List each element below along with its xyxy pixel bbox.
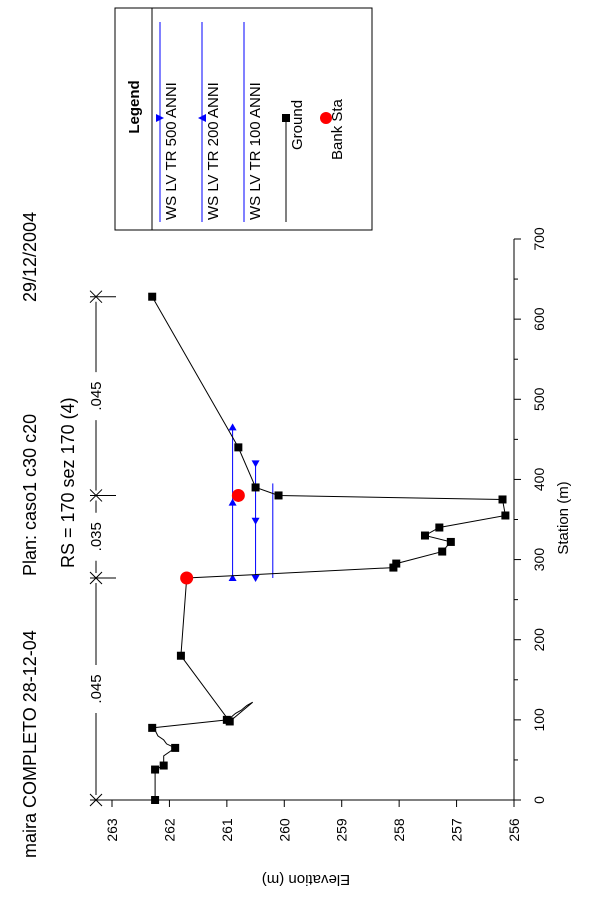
station-tick-label: 300 [531, 548, 547, 572]
water-surface-marker [228, 574, 237, 582]
water-surface-marker [228, 423, 237, 431]
station-tick-label: 400 [531, 468, 547, 492]
manning-n-arrow [89, 290, 103, 304]
manning-n-arrow [89, 793, 103, 807]
ground-point [148, 292, 157, 301]
legend-title: Legend [126, 80, 143, 133]
y-axis-label: Elevation (m) [262, 871, 350, 888]
legend-entry-label: Ground [289, 100, 306, 150]
manning-n-label: .035 [88, 522, 105, 551]
ground-point [151, 765, 160, 774]
ground-point [274, 491, 283, 500]
ground-line [150, 296, 506, 800]
ground-point [435, 523, 444, 532]
ground-point [498, 495, 507, 504]
ground-point [148, 723, 157, 732]
plan-label: Plan: caso1 c30 c20 [20, 414, 40, 576]
ground-point [159, 761, 168, 770]
chart-header: maira COMPLETO 28-12-04 Plan: caso1 c30 … [20, 212, 78, 858]
elevation-tick-label: 258 [391, 818, 407, 842]
chart-title: maira COMPLETO 28-12-04 [20, 630, 40, 858]
legend-circle-icon [320, 112, 332, 124]
ground-point [225, 717, 234, 726]
ground-point [389, 563, 398, 572]
water-surface-marker [228, 498, 237, 506]
ground-point [392, 559, 401, 568]
elevation-tick-label: 260 [276, 818, 292, 842]
legend-entry-label: WS LV TR 100 ANNI [247, 82, 264, 220]
ground-point [420, 531, 429, 540]
station-tick-label: 200 [531, 628, 547, 652]
ground-point [501, 511, 510, 520]
elevation-tick-label: 259 [334, 818, 350, 842]
ground-point [171, 743, 180, 752]
legend-triangle-icon [156, 114, 164, 122]
ground-point [176, 651, 185, 660]
legend-square-icon [282, 114, 290, 122]
date-label: 29/12/2004 [20, 212, 40, 302]
chart-subtitle: RS = 170 sez 170 (4) [58, 397, 78, 568]
plot-area: 256 257 258 259 260 261 262 263 0 100 200 300 400 500… [88, 227, 547, 842]
legend-entry-label: WS LV TR 500 ANNI [163, 82, 180, 220]
water-surface-marker [251, 517, 260, 525]
ground-point [446, 537, 455, 546]
manning-n-arrow [89, 571, 103, 585]
station-tick-label: 600 [531, 307, 547, 331]
legend-triangle-icon [198, 114, 206, 122]
bank-station-point [180, 571, 194, 585]
legend-entry-label: WS LV TR 200 ANNI [205, 82, 222, 220]
elevation-tick-label: 262 [161, 818, 177, 842]
elevation-tick-label: 257 [449, 818, 465, 842]
ground-point [234, 443, 243, 452]
water-surface-marker [251, 575, 260, 583]
elevation-tick-label: 263 [104, 818, 120, 842]
manning-n-label: .045 [88, 674, 105, 703]
manning-n-label: .045 [88, 381, 105, 410]
elevation-tick-label: 256 [506, 818, 522, 842]
ground-point [151, 796, 160, 804]
bank-station-point [231, 488, 245, 502]
legend: Legend WS LV TR 500 ANNI WS LV TR 200 ANNI… [114, 7, 373, 231]
manning-n-arrow [89, 489, 103, 502]
legend-entry-label: Bank Sta [329, 98, 346, 160]
station-tick-label: 100 [531, 708, 547, 732]
elevation-tick-label: 261 [219, 818, 235, 842]
station-tick-label: 0 [531, 796, 547, 804]
water-surface-marker [251, 460, 260, 468]
ground-point [438, 547, 447, 556]
x-axis-label: Station (m) [555, 481, 572, 554]
station-tick-label: 500 [531, 387, 547, 411]
ground-point [251, 483, 260, 492]
station-tick-label: 700 [531, 227, 547, 251]
